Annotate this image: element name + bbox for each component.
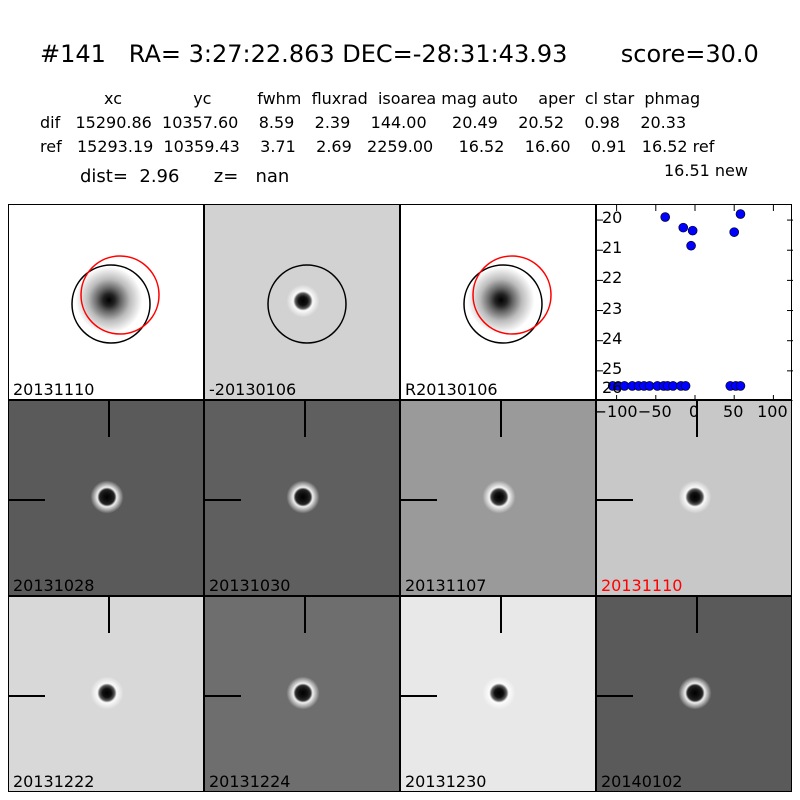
crosshair-horizontal: [597, 695, 633, 697]
crosshair-horizontal: [9, 695, 45, 697]
source-blob: [451, 647, 551, 747]
dif-aperture-circle: [80, 255, 160, 335]
data-point: [735, 209, 746, 219]
ref-row: ref 15293.19 10359.43 3.71 2.69 2259.00 …: [40, 137, 715, 156]
cutout-date-label: 20131222: [13, 772, 95, 791]
aperture-overlay: [267, 264, 347, 344]
source-blob: [255, 647, 355, 747]
data-point: [678, 222, 689, 233]
ref-aperture-circle: [71, 264, 151, 344]
y-tick-label: 26: [602, 378, 623, 397]
dist-z-line: dist= 2.96 z= nan: [80, 166, 290, 187]
dif-row: dif 15290.86 10357.60 8.59 2.39 144.00 2…: [40, 113, 687, 132]
source-blob: [647, 647, 747, 747]
y-tick-label: 22: [602, 268, 623, 288]
crosshair-vertical: [304, 401, 306, 437]
cutout-panel: 20131110: [596, 400, 792, 596]
table-header: xc yc fwhm fluxrad isoarea mag auto aper…: [104, 89, 701, 108]
source-blob: [451, 451, 551, 551]
crosshair-horizontal: [205, 499, 241, 501]
data-point: [660, 212, 671, 222]
source-blob: [255, 255, 355, 355]
cutout-panel: -20130106: [204, 204, 400, 400]
lightcurve-plot: [596, 204, 793, 402]
aperture-overlay: [463, 255, 552, 344]
data-point: [729, 227, 739, 237]
crosshair-vertical: [696, 401, 698, 437]
source-blob: [59, 255, 159, 355]
y-tick-label: 23: [602, 298, 623, 318]
x-tick-label: 100: [757, 402, 788, 421]
ref-aperture-circle: [267, 264, 347, 344]
cutout-date-label: 20131028: [13, 576, 95, 595]
cutout-panel: 20131230: [400, 596, 596, 792]
source-blob: [255, 451, 355, 551]
crosshair-vertical: [304, 597, 306, 633]
data-point: [687, 225, 698, 236]
cutout-date-label: 20131030: [209, 576, 291, 595]
data-point: [680, 381, 691, 391]
y-tick-label: 25: [602, 358, 623, 378]
x-tick-label: 0: [688, 402, 700, 421]
cutout-date-label: 20131110: [601, 576, 683, 595]
crosshair-vertical: [696, 597, 698, 633]
cutout-date-label: 20131110: [13, 380, 95, 399]
cutout-date-label: 20131224: [209, 772, 291, 791]
y-tick-label: 21: [602, 238, 623, 258]
new-mag: 16.51 new: [664, 161, 748, 180]
crosshair-horizontal: [9, 499, 45, 501]
cutout-panel: 20131224: [204, 596, 400, 792]
y-tick-label: 24: [602, 328, 623, 348]
aperture-overlay: [71, 255, 160, 344]
crosshair-vertical: [500, 597, 502, 633]
source-blob: [451, 255, 551, 355]
x-tick-label: −50: [637, 402, 672, 421]
cutout-date-label: 20131107: [405, 576, 487, 595]
x-tick-label: 50: [723, 402, 744, 421]
y-tick-label: 20: [602, 208, 623, 228]
crosshair-horizontal: [401, 499, 437, 501]
lightcurve-svg: [597, 205, 793, 402]
cutout-date-label: -20130106: [209, 380, 297, 399]
crosshair-horizontal: [205, 695, 241, 697]
cutout-panel: R20130106: [400, 204, 596, 400]
crosshair-horizontal: [597, 499, 633, 501]
crosshair-horizontal: [401, 695, 437, 697]
cutout-panel: 20131110: [8, 204, 204, 400]
cutout-panel: 20131028: [8, 400, 204, 596]
cutout-panel: 20131107: [400, 400, 596, 596]
crosshair-vertical: [500, 401, 502, 437]
data-point: [686, 240, 696, 251]
cutout-date-label: 20140102: [601, 772, 683, 791]
source-blob: [647, 451, 747, 551]
x-tick-label: −100: [593, 402, 638, 421]
source-blob: [59, 647, 159, 747]
crosshair-vertical: [108, 401, 110, 437]
source-blob: [59, 451, 159, 551]
cutout-date-label: R20130106: [405, 380, 498, 399]
cutout-date-label: 20131230: [405, 772, 487, 791]
cutout-panel: 20131222: [8, 596, 204, 792]
cutout-panel: 20131030: [204, 400, 400, 596]
page-title: #141 RA= 3:27:22.863 DEC=-28:31:43.93 sc…: [40, 40, 759, 68]
ref-aperture-circle: [463, 264, 543, 344]
cutout-panel: 20140102: [596, 596, 792, 792]
dif-aperture-circle: [472, 255, 552, 335]
data-point: [735, 381, 746, 391]
crosshair-vertical: [108, 597, 110, 633]
